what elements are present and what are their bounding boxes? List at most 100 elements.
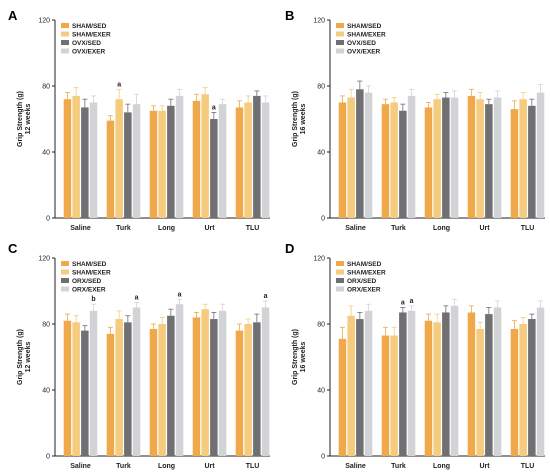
bar — [244, 324, 252, 456]
x-category-label: Long — [158, 463, 175, 470]
y-axis-label: Grip Strength (g) — [292, 329, 299, 385]
bar — [210, 119, 218, 218]
legend-label: OVX/EXER — [72, 49, 106, 56]
bar — [158, 324, 166, 456]
bar — [424, 320, 433, 456]
panel-letter: B — [285, 8, 294, 23]
bar — [390, 335, 398, 456]
y-tick-label: 120 — [38, 18, 50, 25]
x-category-label: Long — [433, 463, 450, 470]
x-category-label: Long — [433, 225, 450, 232]
panel-a: A 0 40 80 120 Grip Strength (g) 12 weeks Saline… — [8, 8, 270, 232]
significance-label: a — [264, 293, 268, 300]
legend-label: OVX/EXER — [347, 49, 381, 56]
y-tick-label: 80 — [42, 84, 50, 91]
bar — [192, 100, 201, 218]
y-tick-label: 40 — [42, 388, 50, 395]
bar — [149, 328, 158, 456]
x-category-label: Saline — [70, 225, 91, 232]
y-axis-label-weeks: 12 weeks — [25, 104, 32, 135]
y-tick-label: 80 — [42, 322, 50, 329]
bar — [510, 109, 519, 218]
panel-letter: C — [8, 241, 18, 256]
bar — [235, 330, 244, 456]
bar — [167, 105, 175, 218]
bar — [390, 102, 398, 218]
bar — [356, 319, 364, 456]
bar — [192, 317, 201, 456]
legend-swatch — [336, 278, 344, 283]
y-tick-label: 0 — [46, 454, 50, 461]
x-category-label: Urt — [479, 225, 490, 232]
legend-swatch — [61, 269, 69, 275]
panel-letter: D — [285, 241, 294, 256]
bar — [536, 307, 545, 456]
legend-swatch — [336, 269, 344, 275]
bar — [364, 310, 373, 456]
bar — [158, 110, 166, 218]
bar — [167, 315, 175, 456]
bar — [407, 95, 416, 218]
bar — [175, 304, 184, 456]
panel-letter: A — [8, 8, 18, 23]
bar — [124, 322, 132, 456]
legend-swatch — [61, 261, 69, 266]
x-category-label: TLU — [521, 463, 535, 470]
significance-label: b — [91, 296, 95, 303]
bar — [356, 89, 364, 218]
x-category-label: Turk — [116, 463, 131, 470]
bar — [210, 319, 218, 456]
legend-swatch — [61, 48, 69, 54]
bar — [433, 99, 441, 218]
panel-b: B 0 40 80 120 Grip Strength (g) 16 weeks Saline… — [285, 8, 545, 232]
x-category-label: TLU — [246, 225, 260, 232]
bar — [115, 99, 123, 218]
legend-swatch — [336, 40, 344, 45]
bar — [519, 324, 527, 456]
legend-label: SHAM/EXER — [72, 270, 111, 277]
significance-label: a — [212, 104, 216, 111]
legend-label: ORX/SED — [347, 278, 377, 285]
x-category-label: Saline — [70, 463, 91, 470]
panel-d: D 0 40 80 120 Grip Strength (g) 16 weeks Saline… — [285, 241, 545, 470]
y-tick-label: 80 — [317, 84, 325, 91]
legend-label: SHAM/SED — [72, 23, 107, 30]
x-category-label: Urt — [204, 225, 215, 232]
bar — [81, 107, 89, 218]
legend-label: OVX/SED — [72, 40, 101, 47]
y-tick-label: 120 — [38, 256, 50, 263]
legend-label: SHAM/EXER — [347, 270, 386, 277]
x-category-label: TLU — [521, 225, 535, 232]
bar — [201, 94, 209, 218]
x-category-label: TLU — [246, 463, 260, 470]
bar — [72, 322, 80, 456]
bar — [381, 104, 390, 218]
significance-label: a — [135, 295, 139, 302]
bar — [510, 328, 519, 456]
bar — [261, 102, 270, 218]
bar — [442, 312, 450, 456]
legend-swatch — [61, 31, 69, 37]
bar — [399, 110, 407, 218]
legend-swatch — [336, 23, 344, 28]
bar — [407, 310, 416, 456]
bar — [467, 95, 476, 218]
bar — [493, 97, 502, 218]
bar — [253, 95, 261, 218]
bar — [442, 97, 450, 218]
bar — [347, 97, 355, 218]
y-tick-label: 40 — [42, 150, 50, 157]
legend-swatch — [61, 40, 69, 45]
legend-swatch — [336, 31, 344, 37]
bar — [338, 338, 347, 456]
legend-label: OVX/SED — [347, 40, 376, 47]
significance-label: a — [117, 81, 121, 88]
y-tick-label: 80 — [317, 322, 325, 329]
legend-swatch — [336, 48, 344, 54]
bar — [63, 99, 72, 218]
panel-c: C 0 40 80 120 Grip Strength (g) 12 weeks Saline… — [8, 241, 270, 470]
bar — [244, 102, 252, 218]
bar — [450, 305, 459, 456]
bar — [106, 333, 115, 456]
